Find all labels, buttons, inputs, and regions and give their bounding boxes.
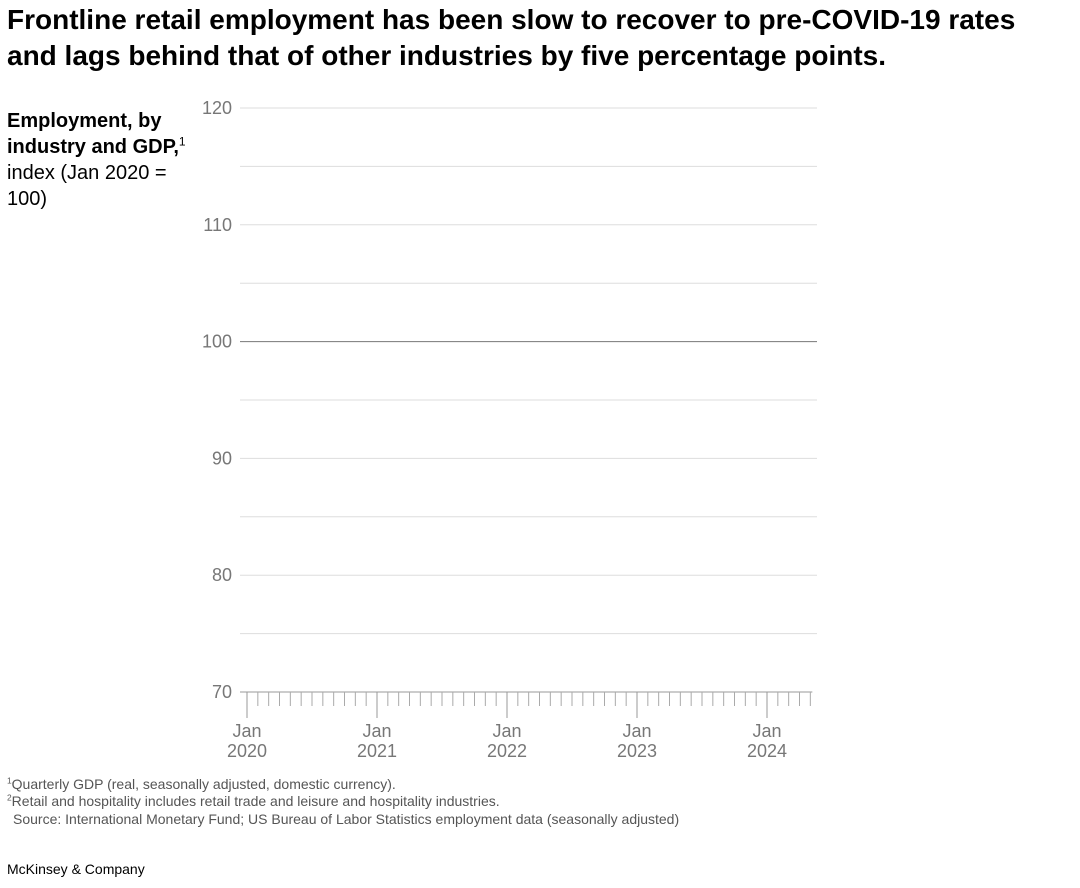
footnote-marker: 1 bbox=[7, 775, 12, 786]
x-tick-label: Jan 2022 bbox=[487, 721, 527, 761]
y-tick-label: 80 bbox=[212, 565, 232, 585]
chart-title: Frontline retail employment has been slo… bbox=[7, 4, 1016, 71]
footnote-text: Retail and hospitality includes retail t… bbox=[11, 793, 500, 809]
footnote: 1Quarterly GDP (real, seasonally adjuste… bbox=[7, 776, 396, 792]
x-tick-label-line: 2024 bbox=[747, 741, 787, 761]
footnote-text: Quarterly GDP (real, seasonally adjusted… bbox=[11, 776, 396, 792]
y-tick-label: 110 bbox=[203, 215, 232, 235]
y-label-marker: 1 bbox=[178, 134, 186, 149]
x-tick-label: Jan 2024 bbox=[747, 721, 787, 761]
x-tick-label-line: 2022 bbox=[487, 741, 527, 761]
x-tick-label-line: Jan bbox=[622, 721, 651, 741]
x-tick-label-line: 2023 bbox=[617, 741, 657, 761]
x-tick-label-line: Jan bbox=[362, 721, 391, 741]
y-tick-label: 70 bbox=[212, 682, 232, 702]
source: Source: International Monetary Fund; US … bbox=[13, 811, 680, 827]
y-tick-label: 100 bbox=[202, 332, 232, 352]
x-tick-label-line: Jan bbox=[232, 721, 261, 741]
x-tick-label-line: 2021 bbox=[357, 741, 397, 761]
x-tick-label-line: Jan bbox=[492, 721, 521, 741]
x-tick-label-line: 2020 bbox=[227, 741, 267, 761]
y-tick-label: 120 bbox=[202, 98, 232, 118]
x-tick-label-line: Jan bbox=[752, 721, 781, 741]
y-label-bold: Employment, by industry and GDP, bbox=[7, 110, 179, 158]
footnote: 2Retail and hospitality includes retail … bbox=[7, 793, 500, 809]
brand: McKinsey & Company bbox=[7, 861, 145, 877]
x-tick-label: Jan 2023 bbox=[617, 721, 657, 761]
x-tick-label: Jan 2020 bbox=[227, 721, 267, 761]
x-tick-label: Jan 2021 bbox=[357, 721, 397, 761]
y-tick-label: 90 bbox=[212, 448, 232, 468]
y-axis-label: Employment, by industry and GDP,1 index … bbox=[7, 108, 187, 212]
y-label-text: index (Jan 2020 = 100) bbox=[7, 162, 167, 210]
footnote-marker: 2 bbox=[7, 792, 12, 803]
